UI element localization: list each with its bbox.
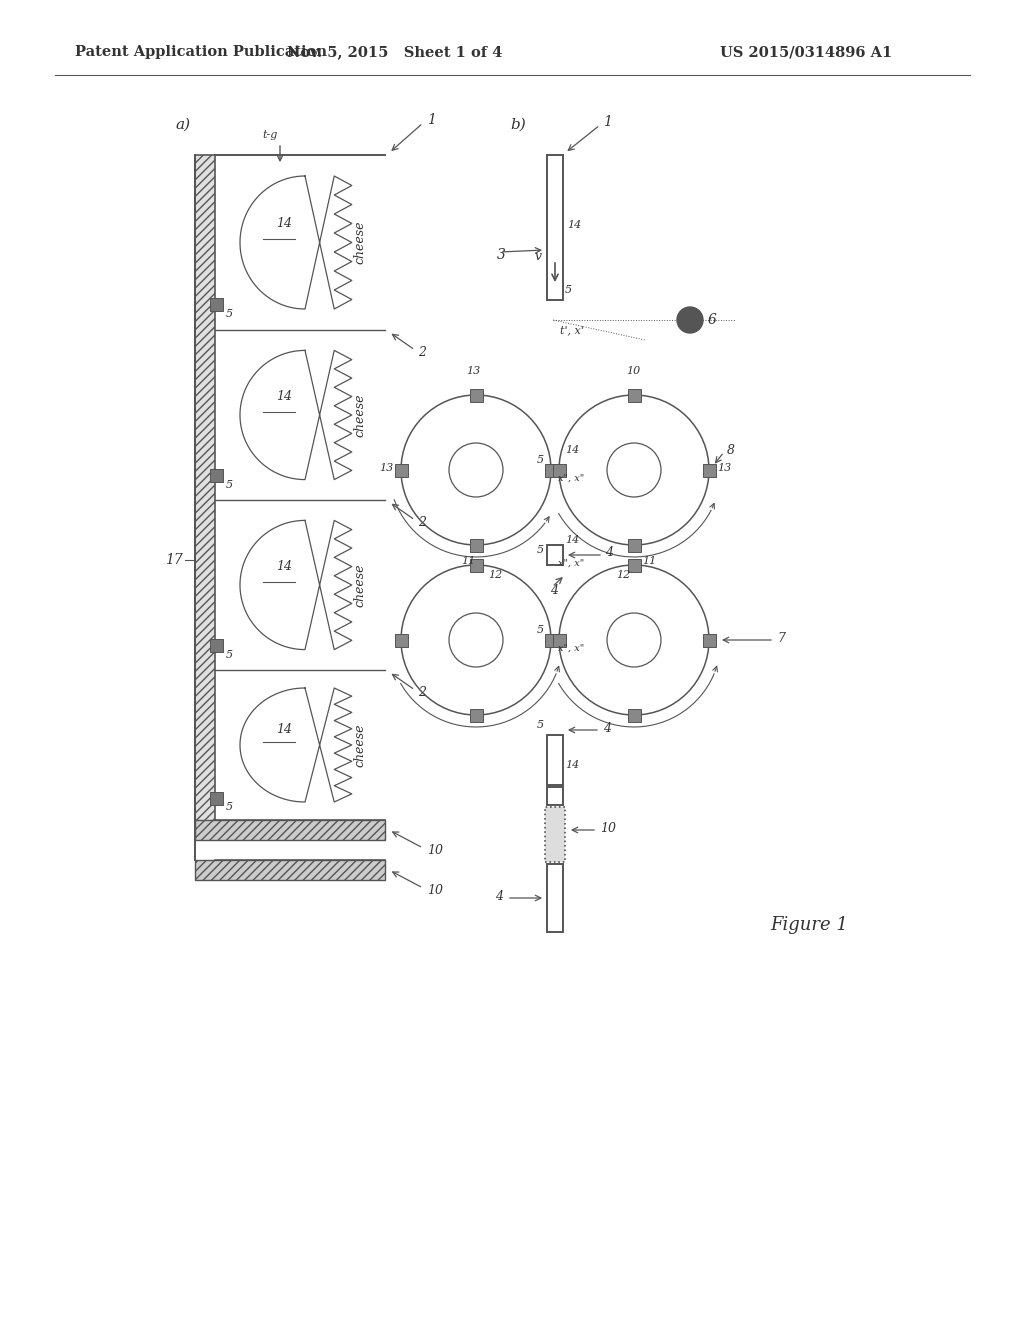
- Bar: [210, 298, 223, 310]
- Bar: [547, 154, 563, 300]
- Bar: [210, 792, 223, 804]
- Text: 5: 5: [537, 624, 544, 635]
- Text: 12: 12: [488, 570, 502, 579]
- Text: 4: 4: [550, 583, 558, 597]
- Text: 4: 4: [603, 722, 611, 734]
- Text: 1: 1: [427, 114, 436, 127]
- Text: 14: 14: [275, 561, 292, 573]
- Circle shape: [401, 565, 551, 715]
- Bar: [469, 539, 482, 552]
- Text: US 2015/0314896 A1: US 2015/0314896 A1: [720, 45, 892, 59]
- Bar: [553, 634, 565, 647]
- Bar: [547, 865, 563, 932]
- Text: 5: 5: [565, 285, 572, 294]
- Text: t-g: t-g: [262, 129, 278, 140]
- Text: 13: 13: [466, 366, 480, 376]
- Text: 2: 2: [418, 685, 426, 698]
- Text: 5: 5: [226, 479, 233, 490]
- Text: cheese: cheese: [353, 393, 367, 437]
- Bar: [195, 154, 215, 840]
- Text: 14: 14: [567, 220, 582, 230]
- Bar: [210, 469, 223, 482]
- Text: 12: 12: [616, 570, 630, 579]
- Circle shape: [559, 565, 709, 715]
- Text: cheese: cheese: [353, 564, 367, 607]
- Text: 11: 11: [461, 556, 475, 566]
- Text: 5: 5: [226, 309, 233, 318]
- Bar: [628, 539, 640, 552]
- Circle shape: [449, 612, 503, 667]
- Bar: [702, 634, 716, 647]
- Bar: [547, 735, 563, 785]
- Text: 7: 7: [777, 631, 785, 644]
- Circle shape: [449, 444, 503, 498]
- Text: cheese: cheese: [353, 220, 367, 264]
- Bar: [469, 388, 482, 401]
- Text: 13: 13: [717, 463, 731, 473]
- Text: 5: 5: [537, 455, 544, 465]
- Bar: [469, 709, 482, 722]
- Text: Nov. 5, 2015   Sheet 1 of 4: Nov. 5, 2015 Sheet 1 of 4: [288, 45, 503, 59]
- Text: 14: 14: [565, 760, 580, 770]
- Text: 5: 5: [226, 649, 233, 660]
- Text: 5: 5: [226, 803, 233, 813]
- Circle shape: [607, 444, 662, 498]
- Text: 10: 10: [427, 843, 443, 857]
- Text: 10: 10: [626, 366, 640, 376]
- Text: 2: 2: [418, 516, 426, 528]
- Text: 5: 5: [537, 719, 544, 730]
- Text: 2: 2: [418, 346, 426, 359]
- Bar: [553, 463, 565, 477]
- Bar: [394, 463, 408, 477]
- Text: 11: 11: [642, 556, 656, 566]
- Text: Figure 1: Figure 1: [770, 916, 848, 935]
- Bar: [547, 545, 563, 565]
- Circle shape: [559, 395, 709, 545]
- Text: 4: 4: [495, 890, 503, 903]
- Circle shape: [677, 308, 703, 333]
- Bar: [702, 463, 716, 477]
- Bar: [195, 861, 385, 880]
- Text: x", x": x", x": [558, 558, 585, 568]
- Bar: [628, 388, 640, 401]
- Text: 14: 14: [275, 722, 292, 735]
- Text: 1: 1: [603, 115, 612, 129]
- Text: x", x": x", x": [558, 474, 585, 483]
- Text: 14: 14: [275, 218, 292, 231]
- Text: 4: 4: [605, 546, 613, 560]
- Text: t', x': t', x': [560, 325, 584, 335]
- Text: v: v: [535, 251, 542, 264]
- Bar: [195, 820, 385, 840]
- Bar: [628, 558, 640, 572]
- Text: 6: 6: [708, 313, 717, 327]
- Text: x", x": x", x": [558, 644, 585, 652]
- Bar: [628, 709, 640, 722]
- Circle shape: [607, 612, 662, 667]
- Text: 13: 13: [379, 463, 393, 473]
- Text: 8: 8: [727, 444, 735, 457]
- Text: 14: 14: [275, 391, 292, 404]
- Text: 10: 10: [600, 821, 616, 834]
- Bar: [210, 639, 223, 652]
- Text: 5: 5: [537, 545, 544, 554]
- Text: 10: 10: [427, 883, 443, 896]
- Bar: [394, 634, 408, 647]
- Bar: [545, 807, 565, 862]
- Bar: [545, 634, 557, 647]
- Text: Patent Application Publication: Patent Application Publication: [75, 45, 327, 59]
- Text: 14: 14: [565, 535, 580, 545]
- Text: b): b): [510, 117, 525, 132]
- Text: 17: 17: [165, 553, 183, 568]
- Bar: [547, 787, 563, 805]
- Text: cheese: cheese: [353, 723, 367, 767]
- Text: 14: 14: [565, 445, 580, 455]
- Text: 3: 3: [497, 248, 506, 261]
- Bar: [545, 463, 557, 477]
- Text: a): a): [175, 117, 190, 132]
- Circle shape: [401, 395, 551, 545]
- Bar: [469, 558, 482, 572]
